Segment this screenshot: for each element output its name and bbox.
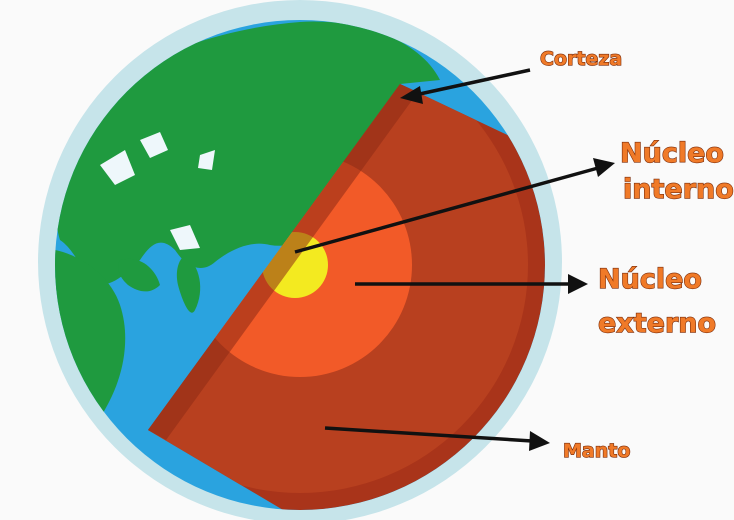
labels: Corteza Núcleo interno Núcleo externo Ma…: [539, 47, 734, 462]
inner-core-arrow-line: [294, 166, 599, 254]
crust-arrow-line: [414, 68, 531, 97]
inner-core-label-line1: Núcleo: [620, 138, 724, 169]
arrows: [294, 68, 615, 451]
continents: [55, 21, 441, 441]
mantle-arrow-line: [324, 426, 533, 443]
arabia-landmass: [117, 258, 160, 292]
mantle-label: Manto: [563, 440, 630, 462]
mantle-arrow-head: [529, 431, 550, 451]
outer-core-label-line2: externo: [598, 308, 716, 339]
eurasia-landmass: [55, 21, 441, 284]
crust-arrow-head: [400, 86, 423, 104]
inner-core-label-line2: interno: [623, 174, 734, 205]
crust-label: Corteza: [540, 48, 622, 70]
india-peninsula: [176, 255, 201, 313]
outer-core-arrow-head: [568, 274, 588, 294]
cut-face-shadow: [148, 84, 418, 440]
inner-core-arrow-head: [593, 158, 615, 177]
ice-patches: [100, 132, 215, 250]
outer-core-label-line1: Núcleo: [598, 264, 702, 295]
